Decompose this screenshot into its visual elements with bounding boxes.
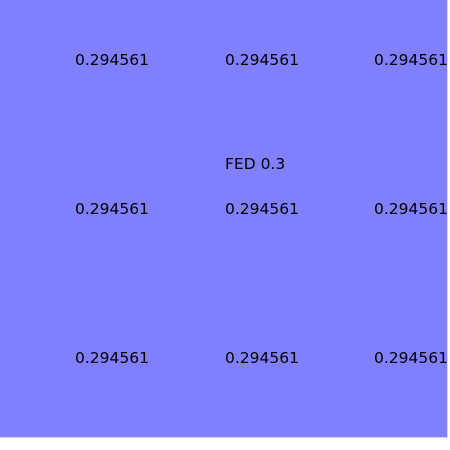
fed-label: FED 0.3 (225, 155, 286, 173)
value-label: 0.294561 (374, 51, 448, 69)
value-label: 0.294561 (75, 200, 149, 218)
value-label: 0.294561 (75, 51, 149, 69)
render-canvas: FED 0.3 0.294561 0.294561 0.294561 0.294… (0, 0, 448, 438)
value-label: 0.294561 (374, 349, 448, 367)
value-label: 0.294561 (225, 349, 299, 367)
value-label: 0.294561 (225, 51, 299, 69)
value-label: 0.294561 (374, 200, 448, 218)
value-label: 0.294561 (75, 349, 149, 367)
value-label: 0.294561 (225, 200, 299, 218)
